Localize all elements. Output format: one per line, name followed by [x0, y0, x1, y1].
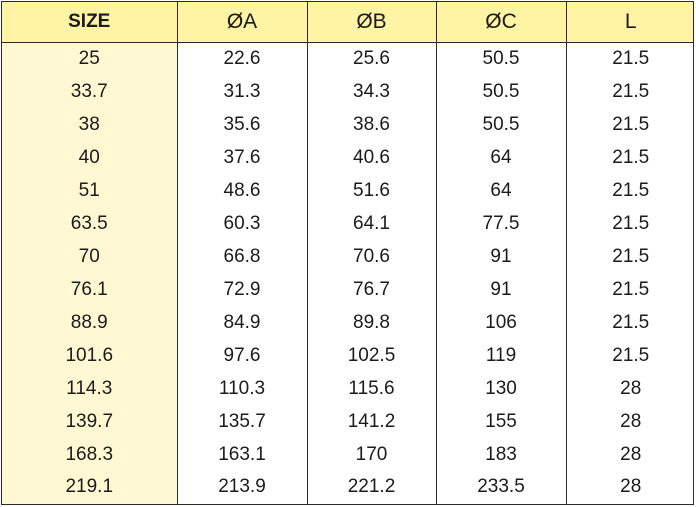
- cell-diameter-a: 60.3: [176, 207, 307, 241]
- table-row: 88.9 84.9 89.8 106 21.5: [2, 306, 693, 340]
- cell-diameter-c: 155: [435, 405, 566, 439]
- cell-diameter-c: 106: [435, 306, 566, 340]
- cell-length: 21.5: [565, 141, 693, 175]
- cell-diameter-a: 135.7: [176, 405, 307, 439]
- cell-diameter-a: 110.3: [176, 372, 307, 406]
- cell-diameter-a: 37.6: [176, 141, 307, 175]
- cell-diameter-a: 213.9: [176, 470, 307, 504]
- cell-diameter-c: 50.5: [435, 108, 566, 142]
- cell-diameter-a: 163.1: [176, 438, 307, 471]
- table-row: 51 48.6 51.6 64 21.5: [2, 174, 693, 208]
- cell-length: 21.5: [565, 108, 693, 142]
- cell-size: 168.3: [2, 438, 177, 471]
- cell-diameter-c: 183: [435, 438, 566, 471]
- cell-size: 38: [2, 108, 177, 142]
- cell-size: 88.9: [2, 306, 177, 340]
- cell-length: 21.5: [565, 240, 693, 274]
- cell-diameter-a: 84.9: [176, 306, 307, 340]
- cell-size: 70: [2, 240, 177, 274]
- cell-diameter-b: 25.6: [306, 42, 436, 76]
- cell-diameter-b: 221.2: [306, 470, 436, 504]
- cell-diameter-b: 89.8: [306, 306, 436, 340]
- table-row: 38 35.6 38.6 50.5 21.5: [2, 108, 693, 142]
- cell-diameter-b: 51.6: [306, 174, 436, 208]
- cell-diameter-c: 50.5: [435, 75, 566, 109]
- cell-diameter-c: 77.5: [435, 207, 566, 241]
- table-header: SIZE ØA ØB ØC L: [2, 2, 693, 43]
- cell-diameter-a: 31.3: [176, 75, 307, 109]
- cell-length: 28: [565, 405, 693, 439]
- cell-diameter-b: 70.6: [306, 240, 436, 274]
- cell-diameter-c: 91: [435, 240, 566, 274]
- cell-diameter-c: 91: [435, 273, 566, 307]
- cell-size: 25: [2, 42, 177, 76]
- header-size: SIZE: [2, 2, 177, 43]
- table-row: 114.3 110.3 115.6 130 28: [2, 372, 693, 406]
- header-diameter-c: ØC: [435, 2, 566, 43]
- table-row: 101.6 97.6 102.5 119 21.5: [2, 339, 693, 373]
- cell-diameter-b: 64.1: [306, 207, 436, 241]
- cell-length: 21.5: [565, 273, 693, 307]
- cell-diameter-c: 50.5: [435, 42, 566, 76]
- cell-length: 28: [565, 438, 693, 471]
- cell-length: 28: [565, 470, 693, 504]
- table-row: 25 22.6 25.6 50.5 21.5: [2, 42, 693, 76]
- cell-diameter-b: 38.6: [306, 108, 436, 142]
- cell-length: 21.5: [565, 174, 693, 208]
- cell-diameter-a: 35.6: [176, 108, 307, 142]
- cell-diameter-c: 119: [435, 339, 566, 373]
- table-row: 76.1 72.9 76.7 91 21.5: [2, 273, 693, 307]
- cell-diameter-a: 97.6: [176, 339, 307, 373]
- cell-length: 21.5: [565, 339, 693, 373]
- cell-size: 51: [2, 174, 177, 208]
- table-row: 40 37.6 40.6 64 21.5: [2, 141, 693, 175]
- cell-size: 219.1: [2, 470, 177, 504]
- cell-size: 40: [2, 141, 177, 175]
- header-row: SIZE ØA ØB ØC L: [2, 2, 693, 43]
- cell-diameter-a: 48.6: [176, 174, 307, 208]
- cell-size: 114.3: [2, 372, 177, 406]
- table-row: 70 66.8 70.6 91 21.5: [2, 240, 693, 274]
- cell-length: 21.5: [565, 207, 693, 241]
- cell-diameter-b: 40.6: [306, 141, 436, 175]
- cell-length: 21.5: [565, 75, 693, 109]
- cell-length: 28: [565, 372, 693, 406]
- cell-diameter-a: 72.9: [176, 273, 307, 307]
- cell-diameter-a: 66.8: [176, 240, 307, 274]
- cell-diameter-c: 64: [435, 141, 566, 175]
- cell-diameter-b: 115.6: [306, 372, 436, 406]
- cell-diameter-b: 141.2: [306, 405, 436, 439]
- cell-size: 139.7: [2, 405, 177, 439]
- cell-length: 21.5: [565, 306, 693, 340]
- header-diameter-b: ØB: [306, 2, 436, 43]
- cell-diameter-a: 22.6: [176, 42, 307, 76]
- header-diameter-a: ØA: [176, 2, 307, 43]
- cell-diameter-c: 130: [435, 372, 566, 406]
- table-row: 139.7 135.7 141.2 155 28: [2, 405, 693, 439]
- table-row: 63.5 60.3 64.1 77.5 21.5: [2, 207, 693, 241]
- cell-size: 101.6: [2, 339, 177, 373]
- cell-length: 21.5: [565, 42, 693, 76]
- table-row: 33.7 31.3 34.3 50.5 21.5: [2, 75, 693, 109]
- table-row: 168.3 163.1 170 183 28: [2, 438, 693, 471]
- cell-diameter-c: 64: [435, 174, 566, 208]
- cell-diameter-b: 34.3: [306, 75, 436, 109]
- cell-size: 76.1: [2, 273, 177, 307]
- table-body: 25 22.6 25.6 50.5 21.5 33.7 31.3 34.3 50.5 21.5 38…: [2, 42, 693, 504]
- cell-size: 33.7: [2, 75, 177, 109]
- cell-diameter-b: 76.7: [306, 273, 436, 307]
- table-row: 219.1 213.9 221.2 233.5 28: [2, 470, 693, 504]
- cell-diameter-c: 233.5: [435, 470, 566, 504]
- cell-size: 63.5: [2, 207, 177, 241]
- header-length: L: [565, 2, 693, 43]
- cell-diameter-b: 170: [306, 438, 436, 471]
- cell-diameter-b: 102.5: [306, 339, 436, 373]
